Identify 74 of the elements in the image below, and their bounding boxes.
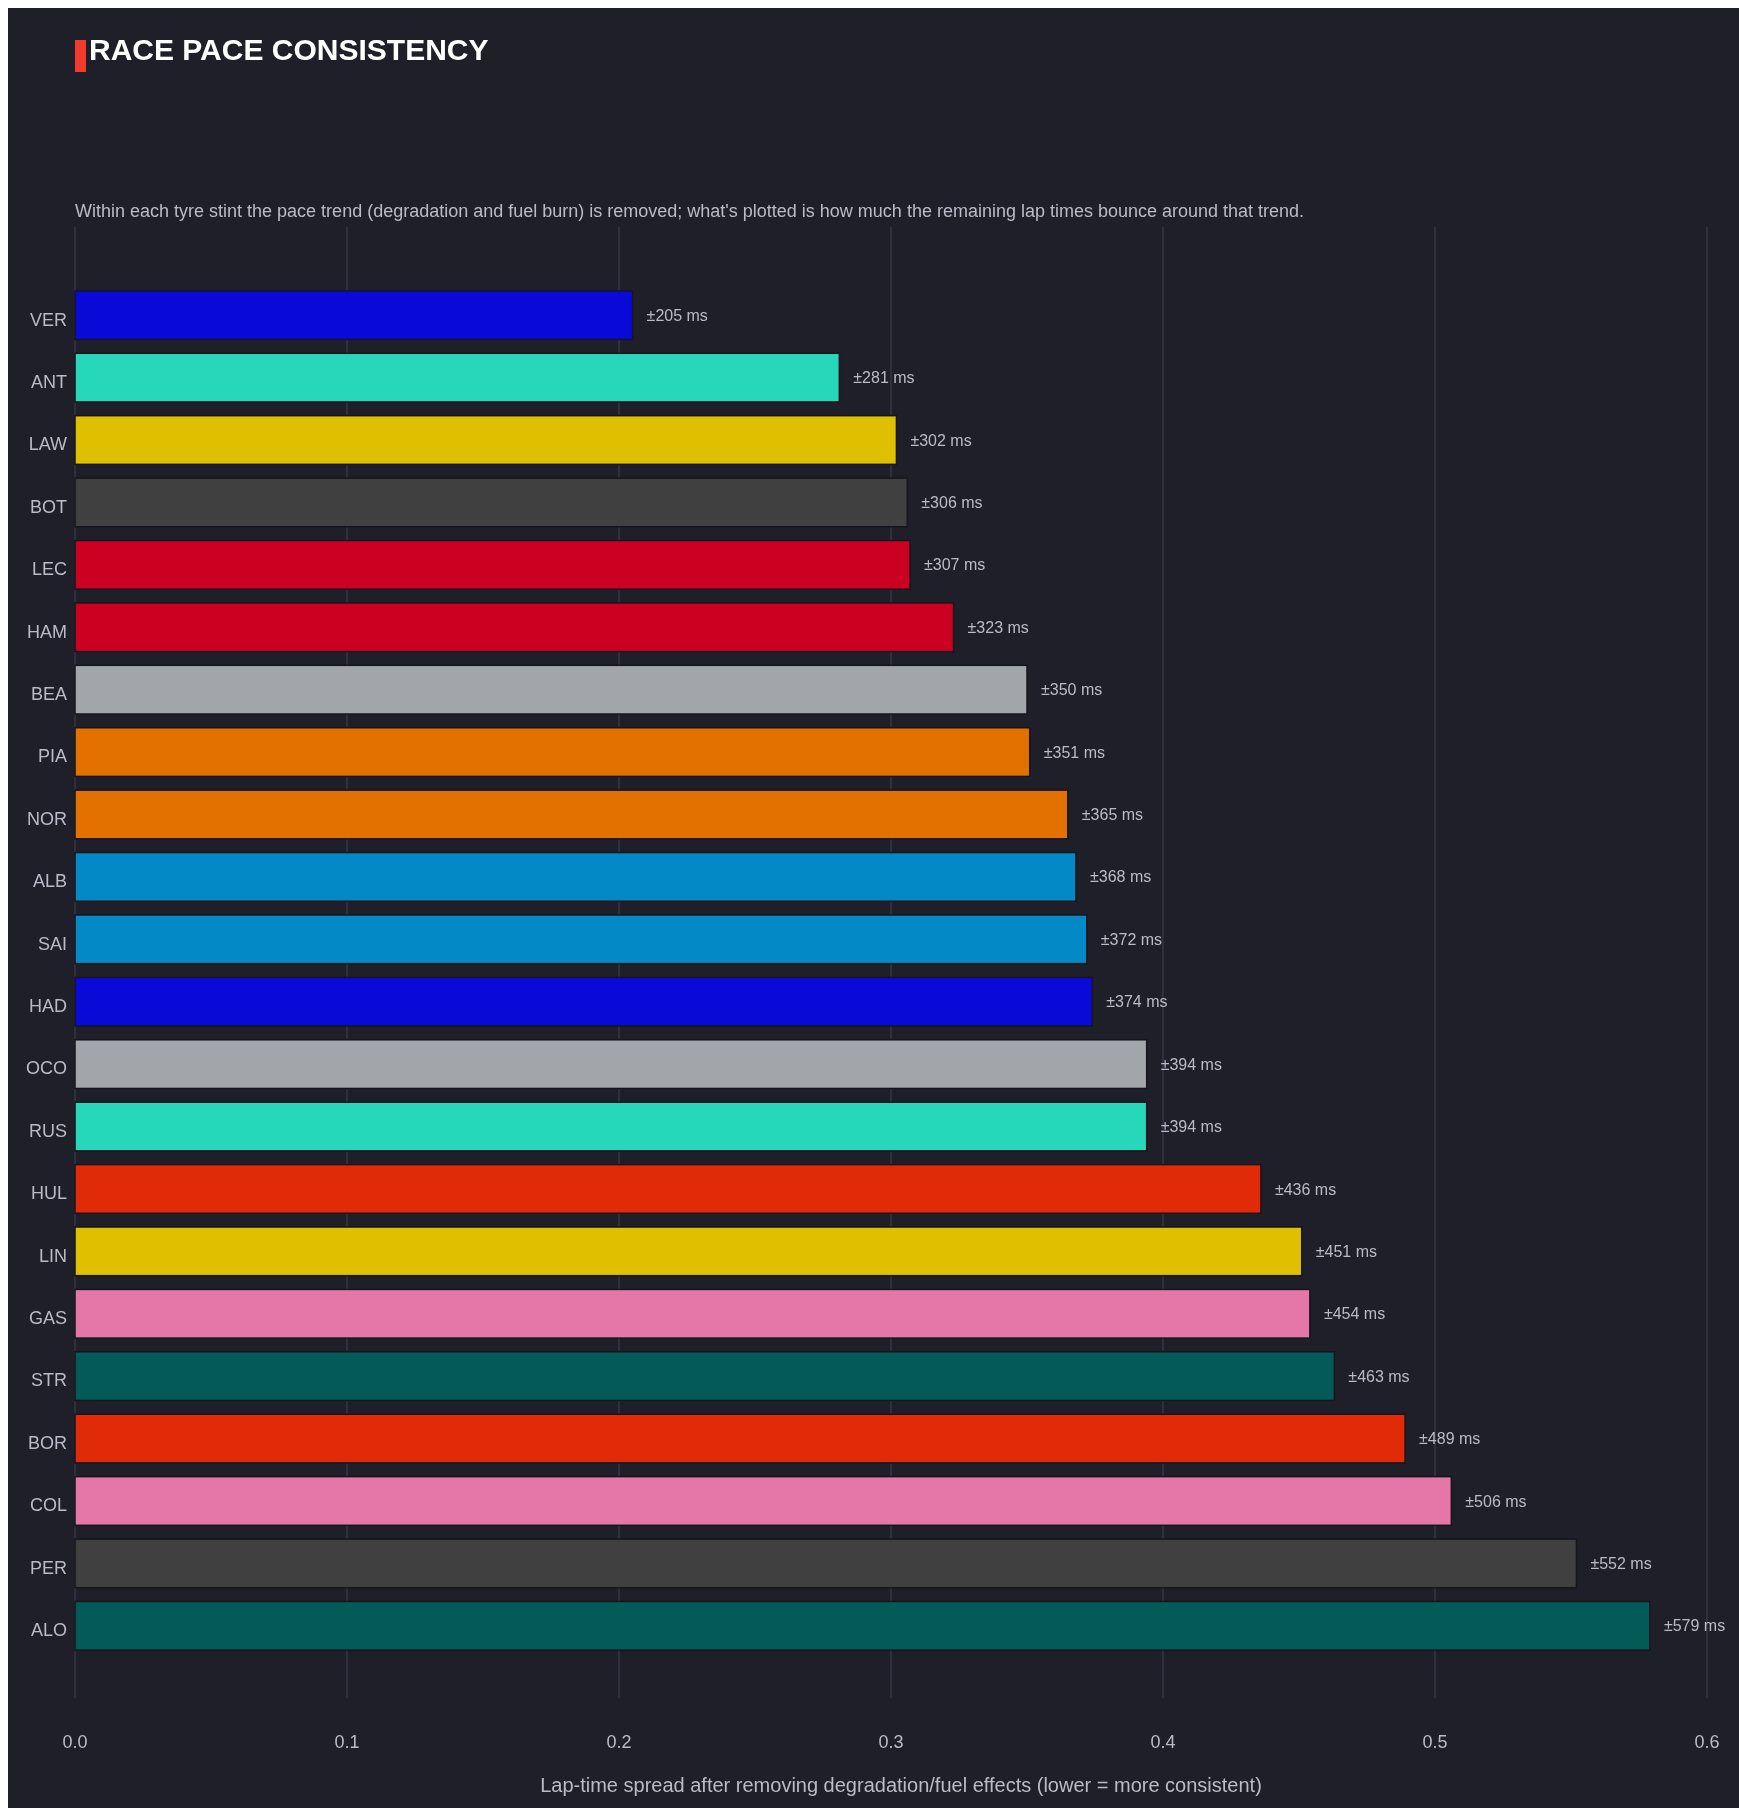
annotation: ±372 ms: [1100, 930, 1163, 948]
chart-subtitle: Within each tyre stint the pace trend (degradation and fuel burn) is removed; what's plotted is how much the remaining lap times bounce around that trend.: [75, 201, 1305, 221]
y-tick-label: HAM: [27, 621, 67, 642]
chart-title: RACE PACE CONSISTENCY: [89, 33, 489, 66]
y-tick-label: OCO: [25, 1058, 67, 1079]
annotation: ±205 ms: [646, 306, 708, 324]
y-tick-label: COL: [29, 1495, 67, 1516]
y-tick-label: HUL: [30, 1183, 67, 1204]
bar: [74, 726, 1031, 778]
x-axis-title: Lap-time spread after removing degradation/fuel effects (lower = more consistent): [540, 1774, 1262, 1796]
annotation: ±368 ms: [1089, 868, 1152, 886]
bar: [74, 602, 955, 653]
x-tick-label: 0.3: [878, 1732, 904, 1752]
y-tick-label: STR: [31, 1370, 67, 1391]
bar: [74, 352, 841, 403]
annotation: ±506 ms: [1465, 1492, 1527, 1510]
bar: [74, 1413, 1406, 1464]
annotation: ±323 ms: [967, 618, 1029, 636]
bar: [74, 539, 911, 590]
y-tick-label: PER: [29, 1557, 67, 1578]
annotation: ±394 ms: [1160, 1118, 1222, 1136]
bar: [74, 1163, 1262, 1215]
y-tick-label: BOR: [27, 1432, 67, 1453]
y-tick-label: SAI: [37, 933, 67, 954]
annotation: ±552 ms: [1590, 1554, 1652, 1572]
y-tick-label: VER: [29, 309, 67, 330]
y-tick-label: LEC: [31, 559, 67, 580]
annotation: ±350 ms: [1041, 681, 1103, 699]
x-tick-label: 0.5: [1422, 1732, 1448, 1752]
x-tick-label: 0.6: [1694, 1732, 1720, 1752]
bar: [74, 914, 1088, 965]
annotation: ±454 ms: [1323, 1305, 1386, 1323]
annotation: ±281 ms: [853, 369, 915, 387]
annotation: ±307 ms: [924, 556, 986, 574]
annotation: ±374 ms: [1106, 993, 1168, 1011]
y-tick-label: ALB: [32, 871, 67, 892]
y-tick-label: BOT: [29, 496, 67, 517]
y-tick-label: LIN: [38, 1245, 67, 1266]
y-tick-label: PIA: [37, 746, 67, 767]
y-tick-label: NOR: [27, 808, 67, 829]
bar: [74, 1226, 1303, 1277]
bar: [74, 1475, 1453, 1527]
annotation: ±489 ms: [1419, 1430, 1481, 1448]
bar: [74, 976, 1094, 1027]
y-tick-label: LAW: [28, 434, 67, 455]
annotation: ±579 ms: [1663, 1617, 1726, 1635]
annotation: ±351 ms: [1043, 743, 1105, 761]
bar: [74, 1600, 1651, 1651]
annotation: ±463 ms: [1348, 1367, 1410, 1385]
y-tick-label: BEA: [30, 683, 67, 704]
bar: [74, 1351, 1336, 1402]
bar: [74, 789, 1069, 840]
bar: [74, 1288, 1311, 1339]
bar: [74, 664, 1028, 715]
x-tick-label: 0.2: [606, 1732, 632, 1752]
y-tick-label: ALO: [30, 1620, 67, 1641]
bar: [74, 851, 1077, 902]
x-tick-label: 0.4: [1150, 1732, 1176, 1752]
annotation: ±306 ms: [921, 494, 983, 512]
y-tick-label: ANT: [31, 371, 67, 392]
y-tick-label: HAD: [28, 996, 67, 1016]
bar: [74, 290, 634, 341]
x-tick-label: 0.1: [334, 1732, 360, 1752]
annotation: ±365 ms: [1081, 806, 1144, 824]
annotation: ±436 ms: [1274, 1180, 1337, 1198]
bar: [74, 414, 898, 466]
annotation: ±302 ms: [910, 431, 972, 449]
y-tick-label: GAS: [28, 1308, 67, 1329]
annotation: ±451 ms: [1315, 1242, 1377, 1260]
bar: [74, 1101, 1148, 1152]
y-tick-label: RUS: [28, 1120, 67, 1141]
annotation: ±394 ms: [1160, 1055, 1222, 1073]
x-tick-label: 0.0: [62, 1732, 88, 1752]
bar: [74, 1039, 1148, 1090]
